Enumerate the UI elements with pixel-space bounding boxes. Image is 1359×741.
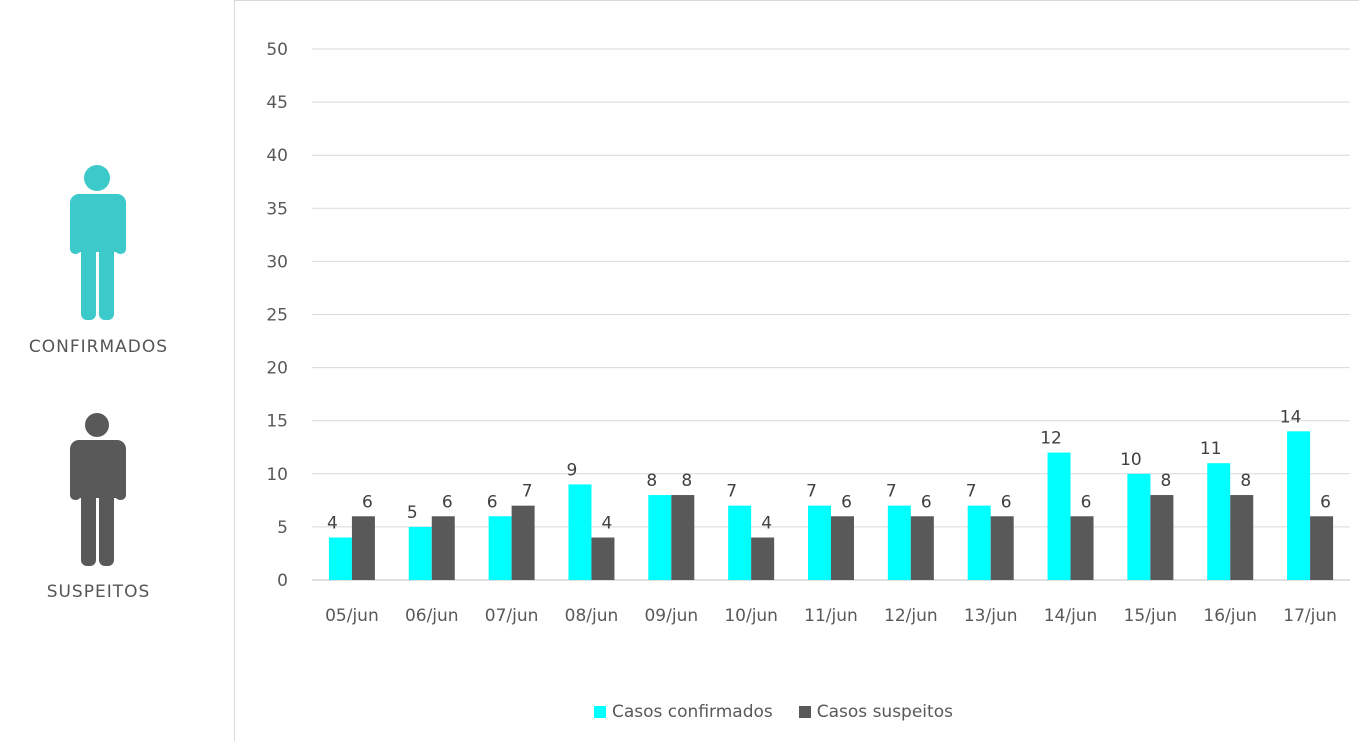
bar-confirmed: [887, 505, 911, 580]
x-tick-label: 10/jun: [724, 606, 778, 626]
data-label-suspected: 6: [1081, 492, 1092, 512]
data-label-confirmed: 12: [1040, 429, 1062, 449]
y-tick-label: 45: [266, 93, 288, 113]
x-tick-label: 16/jun: [1203, 606, 1257, 626]
data-label-confirmed: 7: [726, 482, 737, 502]
confirmed-label: CONFIRMADOS: [28, 337, 169, 357]
bar-suspected: [431, 516, 455, 580]
bar-confirmed: [1127, 473, 1151, 580]
data-label-suspected: 6: [1001, 492, 1012, 512]
data-label-confirmed: 9: [567, 460, 578, 480]
bar-suspected: [591, 537, 615, 580]
data-label-suspected: 6: [442, 492, 453, 512]
y-tick-label: 35: [266, 199, 288, 219]
data-label-confirmed: 7: [806, 482, 817, 502]
bar-suspected: [990, 516, 1014, 580]
bar-confirmed: [728, 505, 752, 580]
x-tick-label: 17/jun: [1283, 606, 1337, 626]
bar-confirmed: [328, 537, 352, 580]
y-tick-label: 0: [277, 571, 288, 591]
data-label-suspected: 7: [522, 482, 533, 502]
bar-confirmed: [568, 484, 592, 580]
data-label-suspected: 6: [921, 492, 932, 512]
bar-confirmed: [648, 495, 672, 580]
x-tick-label: 13/jun: [964, 606, 1018, 626]
data-label-suspected: 8: [681, 471, 692, 491]
bar-confirmed: [408, 526, 432, 580]
y-tick-label: 5: [277, 518, 288, 538]
chart-frame: [234, 0, 1359, 741]
legend-label-suspected: Casos suspeitos: [816, 702, 953, 722]
bar-confirmed: [1207, 463, 1231, 580]
confirmed-person-icon: [70, 165, 126, 320]
data-label-suspected: 4: [602, 514, 613, 534]
data-label-confirmed: 7: [966, 482, 977, 502]
y-tick-label: 20: [266, 359, 288, 379]
data-label-suspected: 6: [1320, 492, 1331, 512]
bar-suspected: [1150, 495, 1174, 580]
bar-suspected: [910, 516, 934, 580]
bar-suspected: [751, 537, 775, 580]
data-label-suspected: 8: [1160, 471, 1171, 491]
bar-suspected: [1310, 516, 1334, 580]
x-tick-label: 09/jun: [644, 606, 698, 626]
legend-swatch-suspected: [798, 706, 811, 718]
left-panel: CONFIRMADOS SUSPEITOS: [0, 0, 200, 741]
legend-label-confirmed: Casos confirmados: [612, 702, 773, 722]
bar-suspected: [1070, 516, 1094, 580]
x-tick-label: 15/jun: [1124, 606, 1178, 626]
data-label-suspected: 6: [362, 492, 373, 512]
y-tick-label: 25: [266, 306, 288, 326]
bar-confirmed: [808, 505, 831, 580]
x-tick-label: 12/jun: [884, 606, 938, 626]
y-tick-label: 50: [266, 40, 288, 60]
x-tick-label: 07/jun: [485, 606, 539, 626]
x-tick-label: 11/jun: [804, 606, 858, 626]
data-label-confirmed: 5: [407, 503, 418, 523]
legend-item-suspected: Casos suspeitos: [798, 702, 953, 722]
x-tick-label: 08/jun: [565, 606, 619, 626]
bar-confirmed: [488, 516, 512, 580]
bar-suspected: [671, 495, 695, 580]
legend-item-confirmed: Casos confirmados: [594, 702, 773, 722]
x-tick-label: 14/jun: [1044, 606, 1098, 626]
data-label-confirmed: 4: [327, 514, 338, 534]
y-axis-ticks: 0 5 10 15 20 25 30 35 40 45 50: [266, 40, 288, 591]
bar-suspected: [511, 505, 535, 580]
y-tick-label: 40: [266, 146, 288, 166]
data-label-suspected: 8: [1240, 471, 1251, 491]
y-tick-label: 10: [266, 465, 288, 485]
y-tick-label: 30: [266, 252, 288, 272]
data-label-confirmed: 8: [646, 471, 657, 491]
bar-suspected: [351, 516, 375, 580]
data-labels: 4 6 5 6 6 7 9 4 8 8 7 4 7 6 7 6 7 6 12 6 10 8 11 8 14 6: [327, 407, 1331, 533]
data-label-confirmed: 14: [1280, 407, 1302, 427]
grid-lines: [312, 48, 1350, 581]
legend-swatch-confirmed: [594, 706, 606, 718]
person-shape: [70, 165, 126, 320]
data-label-confirmed: 6: [487, 492, 498, 512]
data-label-confirmed: 11: [1200, 439, 1222, 459]
x-tick-label: 05/jun: [325, 606, 379, 626]
data-label-suspected: 4: [761, 514, 772, 534]
bar-suspected: [831, 516, 854, 580]
legend: Casos confirmados Casos suspeitos: [594, 702, 979, 722]
y-tick-label: 15: [266, 412, 288, 432]
data-label-confirmed: 7: [886, 482, 897, 502]
suspected-person-icon: [70, 413, 126, 566]
bar-confirmed: [1287, 431, 1311, 580]
bar-suspected: [1230, 495, 1254, 580]
suspected-label: SUSPEITOS: [46, 582, 151, 602]
data-label-suspected: 6: [841, 492, 852, 512]
bar-confirmed: [967, 505, 991, 580]
bar-confirmed: [1047, 452, 1071, 580]
data-label-confirmed: 10: [1120, 450, 1142, 470]
person-shape: [70, 413, 126, 566]
x-tick-label: 06/jun: [405, 606, 459, 626]
bars: [328, 431, 1334, 580]
x-axis-ticks: 05/jun 06/jun 07/jun 08/jun 09/jun 10/jun 11/j…: [325, 606, 1337, 626]
